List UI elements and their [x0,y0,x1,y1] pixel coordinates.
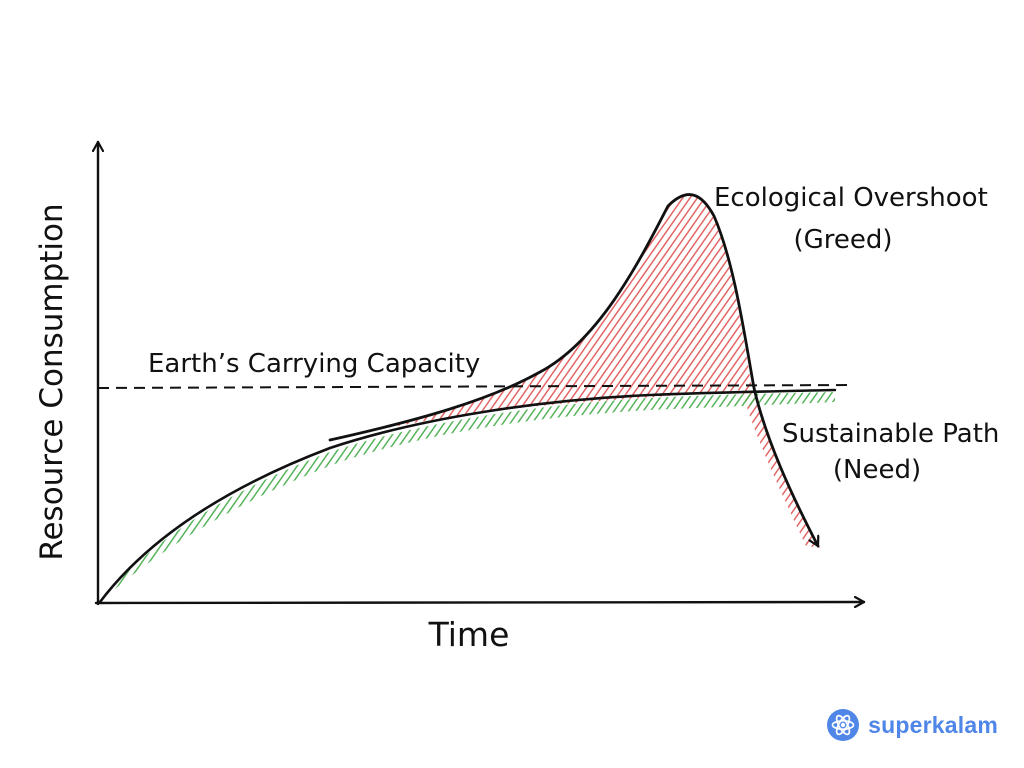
overshoot-curve [328,193,820,548]
overshoot-label-line1: Ecological Overshoot [714,183,988,213]
brand-name: superkalam [868,711,998,738]
y-axis-label: Resource Consumption [34,203,70,560]
sustainable-fill [100,392,835,602]
carrying-capacity-label: Earth’s Carrying Capacity [148,349,480,379]
x-axis [94,602,866,603]
x-axis-label: Time [428,615,510,654]
sustainable-label-line1: Sustainable Path [782,419,999,449]
overshoot-fill [330,195,820,548]
brand: superkalam [826,708,998,742]
overshoot-label-line2: (Greed) [793,225,892,255]
sustainable-path-curve [98,388,837,604]
sustainable-label-line2: (Need) [833,455,921,485]
atom-logo-icon [827,709,860,741]
